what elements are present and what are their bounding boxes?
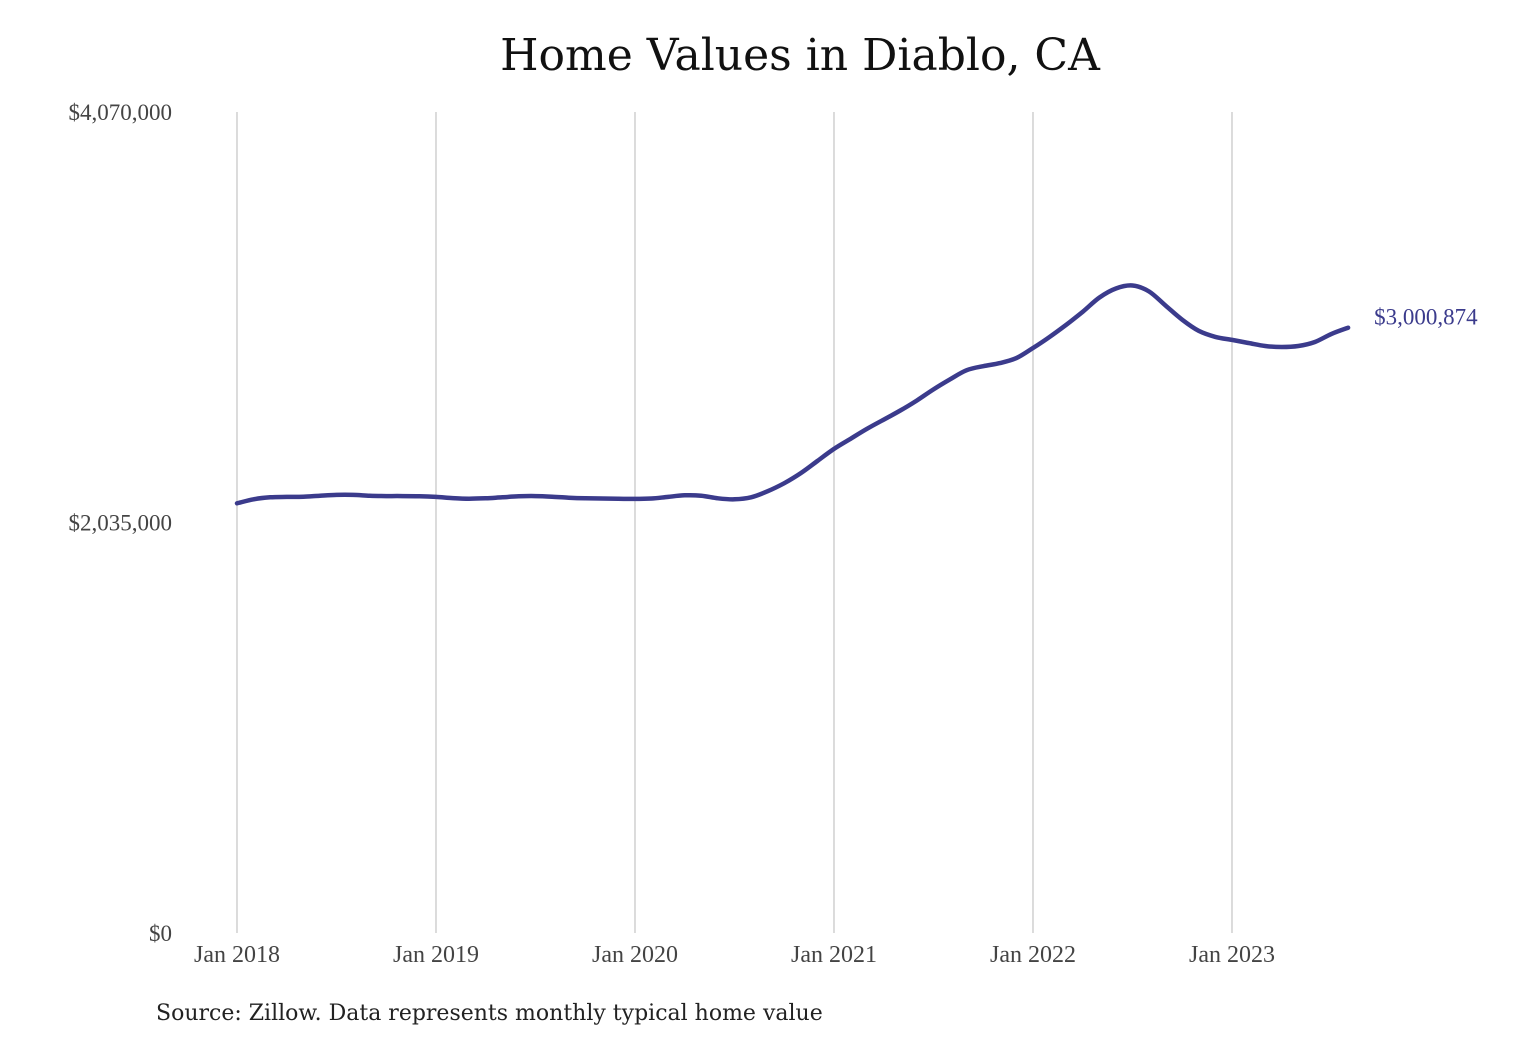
end-value-label: $3,000,874 [1374, 305, 1478, 330]
x-tick-label: Jan 2022 [990, 942, 1076, 968]
y-axis: $0 $2,035,000 $4,070,000 [69, 100, 173, 946]
grid-lines [236, 112, 1233, 933]
series-line [234, 283, 1351, 506]
y-tick-label: $2,035,000 [69, 511, 173, 536]
source-note: Source: Zillow. Data represents monthly … [156, 1001, 823, 1026]
x-tick-label: Jan 2023 [1189, 942, 1275, 968]
chart-title: Home Values in Diablo, CA [500, 30, 1100, 81]
y-tick-label: $4,070,000 [69, 100, 173, 125]
x-axis: Jan 2018 Jan 2019 Jan 2020 Jan 2021 Jan 2022… [194, 942, 1275, 968]
x-tick-label: Jan 2019 [393, 942, 479, 968]
series-layer [234, 283, 1351, 506]
x-tick-label: Jan 2020 [592, 942, 678, 968]
annotation-layer: $3,000,874 [1374, 305, 1478, 330]
x-tick-label: Jan 2018 [194, 942, 280, 968]
x-tick-label: Jan 2021 [791, 942, 877, 968]
y-tick-label: $0 [149, 921, 172, 946]
